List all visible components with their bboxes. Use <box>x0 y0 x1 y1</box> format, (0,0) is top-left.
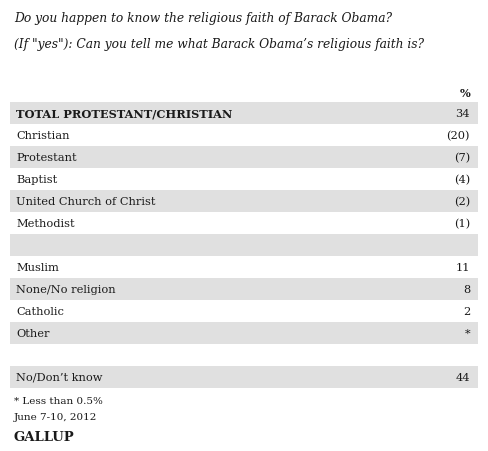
Text: (1): (1) <box>454 218 470 229</box>
Bar <box>10 278 478 300</box>
Text: 2: 2 <box>463 306 470 316</box>
Text: Protestant: Protestant <box>16 152 77 163</box>
Text: No/Don’t know: No/Don’t know <box>16 372 102 382</box>
Text: Methodist: Methodist <box>16 219 75 229</box>
Text: (If "yes"): Can you tell me what Barack Obama’s religious faith is?: (If "yes"): Can you tell me what Barack … <box>14 38 424 51</box>
Text: (7): (7) <box>454 152 470 163</box>
Text: %: % <box>459 88 470 99</box>
Bar <box>10 366 478 388</box>
Text: 11: 11 <box>455 262 470 272</box>
Text: (2): (2) <box>454 196 470 207</box>
Bar <box>10 125 478 147</box>
Bar <box>10 212 478 235</box>
Text: (20): (20) <box>447 130 470 141</box>
Text: 8: 8 <box>463 285 470 295</box>
Bar <box>10 147 478 169</box>
Text: Muslim: Muslim <box>16 262 59 272</box>
Bar <box>10 257 478 278</box>
Text: Catholic: Catholic <box>16 306 64 316</box>
Bar <box>10 169 478 191</box>
Text: Do you happen to know the religious faith of Barack Obama?: Do you happen to know the religious fait… <box>14 12 392 25</box>
Text: *: * <box>465 328 470 338</box>
Bar <box>10 300 478 322</box>
Text: * Less than 0.5%: * Less than 0.5% <box>14 396 103 405</box>
Bar <box>10 103 478 125</box>
Bar <box>10 344 478 366</box>
Text: 34: 34 <box>455 109 470 119</box>
Text: TOTAL PROTESTANT/CHRISTIAN: TOTAL PROTESTANT/CHRISTIAN <box>16 108 232 119</box>
Text: Christian: Christian <box>16 131 69 141</box>
Text: GALLUP: GALLUP <box>14 430 75 443</box>
Text: None/No religion: None/No religion <box>16 285 116 295</box>
Text: Other: Other <box>16 328 49 338</box>
Text: June 7-10, 2012: June 7-10, 2012 <box>14 412 98 421</box>
Text: Baptist: Baptist <box>16 175 57 184</box>
Text: (4): (4) <box>454 175 470 185</box>
Bar <box>10 322 478 344</box>
Text: United Church of Christ: United Church of Christ <box>16 197 156 207</box>
Text: 44: 44 <box>455 372 470 382</box>
Bar <box>10 191 478 212</box>
Bar <box>10 235 478 257</box>
